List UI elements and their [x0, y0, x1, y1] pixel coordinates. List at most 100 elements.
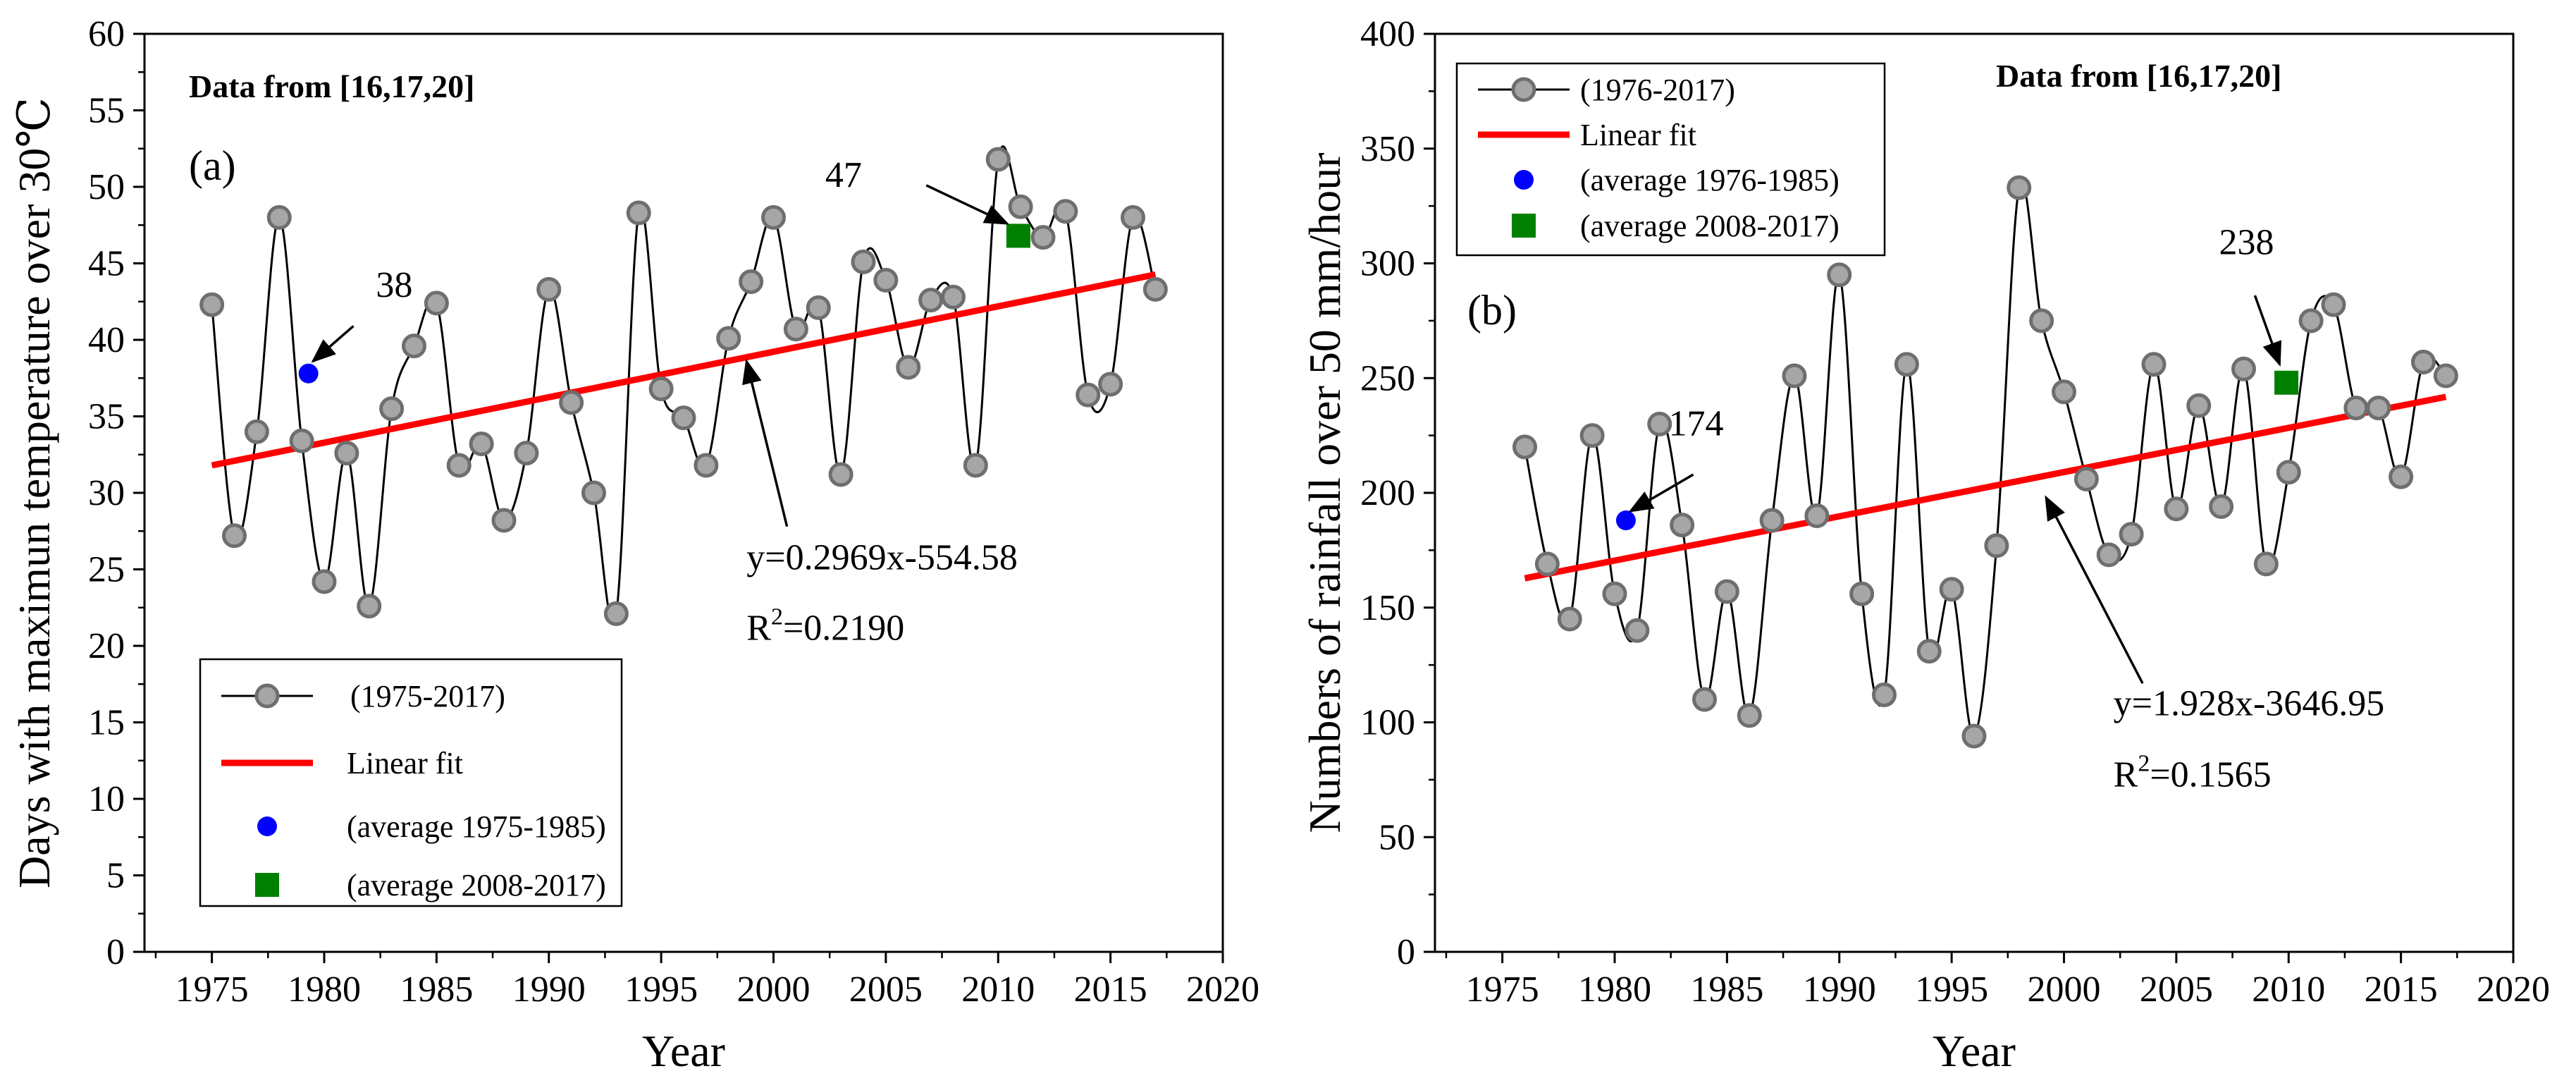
legend-label-observed: (1976-2017) [1580, 73, 1735, 107]
y-tick-label: 35 [88, 397, 125, 437]
average-point-recent [2274, 370, 2299, 395]
data-point [1872, 682, 1897, 707]
y-tick-label: 300 [1360, 244, 1415, 284]
x-tick-label: 1975 [1466, 969, 1539, 1010]
x-tick-label: 1995 [1915, 969, 1988, 1010]
data-point [2029, 308, 2054, 334]
data-point [491, 508, 517, 533]
data-point [1670, 513, 1695, 538]
linear-fit-line [211, 271, 1157, 469]
data-point [357, 594, 382, 619]
y-axis-title: Days with maximun temperature over 30℃ [9, 97, 59, 888]
y-tick-label: 400 [1360, 14, 1415, 54]
series-line-observed [1524, 180, 2447, 738]
data-point [1804, 503, 1830, 529]
x-tick-label: 2020 [1186, 969, 1259, 1010]
chart-panel-b: 1975 1980 1985 1990 1995 2000 2005 2010 2015 2020… [1300, 14, 2550, 1076]
x-tick-label: 2000 [737, 969, 811, 1010]
data-point [716, 326, 741, 351]
data-point [289, 428, 314, 453]
data-point [1557, 606, 1582, 632]
data-point [2119, 522, 2144, 547]
r-squared-text: R2=0.1565 [2114, 751, 2272, 795]
data-point [806, 295, 831, 320]
r-squared-superscript: 2 [771, 604, 783, 630]
annotation-text: 174 [1669, 404, 1724, 444]
data-point [1602, 581, 1627, 606]
data-point [1714, 579, 1739, 604]
data-source-note: Data from [16,17,20] [1996, 58, 2281, 94]
y-tick-label: 200 [1360, 473, 1415, 513]
data-point [2096, 542, 2121, 568]
data-point [1849, 581, 1875, 606]
legend-marker-observed [254, 683, 280, 709]
data-point [694, 453, 719, 478]
y-tick-label: 15 [88, 703, 125, 743]
x-tick-label: 1985 [1690, 969, 1763, 1010]
y-tick-label: 10 [88, 779, 125, 819]
legend-label-average-recent: (average 2008-2017) [347, 868, 606, 902]
x-tick-label: 1985 [400, 969, 473, 1010]
x-axis-title: Year [642, 1026, 725, 1076]
data-point [828, 462, 853, 487]
x-tick-label: 1975 [175, 969, 249, 1010]
data-point [1961, 723, 1987, 749]
legend-label-average-early: (average 1976-1985) [1580, 163, 1839, 197]
annotation-arrow [2045, 495, 2144, 684]
data-point [1534, 551, 1560, 577]
r-squared-symbol: R [746, 608, 771, 648]
y-tick-label: 100 [1360, 703, 1415, 743]
legend-label-fit: Linear fit [1580, 118, 1696, 152]
data-point [2298, 308, 2324, 334]
panel-tag: (a) [189, 142, 236, 189]
annotation-text: y=1.928x-3646.95 [2114, 684, 2385, 724]
data-point [2209, 494, 2234, 520]
data-point [2141, 352, 2167, 377]
y-tick-label: 0 [1397, 932, 1415, 972]
data-point [1579, 423, 1605, 448]
legend-label-average-recent: (average 2008-2017) [1580, 209, 1839, 243]
y-tick-label: 30 [88, 473, 125, 513]
data-point [1076, 382, 1101, 408]
data-point [2073, 466, 2099, 491]
x-tick-label: 2010 [2252, 969, 2325, 1010]
data-source-note: Data from [16,17,20] [189, 68, 474, 104]
data-point [1647, 411, 1672, 436]
x-tick-label: 2005 [2140, 969, 2213, 1010]
data-point [1053, 199, 1078, 224]
legend-marker-observed [1511, 77, 1536, 102]
y-tick-label: 60 [88, 14, 125, 54]
x-tick-label: 2005 [849, 969, 923, 1010]
data-point [1782, 363, 1807, 388]
average-point-recent [1006, 224, 1030, 248]
data-point [851, 249, 876, 274]
r-squared-superscript: 2 [2138, 751, 2150, 777]
data-point [379, 396, 405, 422]
data-point [199, 292, 225, 317]
x-axis-title: Year [1933, 1026, 2016, 1076]
data-point [536, 276, 562, 302]
x-tick-label: 2000 [2028, 969, 2101, 1010]
data-point [469, 432, 494, 457]
x-tick-label: 1990 [512, 969, 586, 1010]
x-tick-label: 2020 [2477, 969, 2550, 1010]
annotation-text: 238 [2219, 222, 2274, 262]
data-point [2253, 551, 2279, 577]
data-point [2276, 460, 2301, 485]
x-tick-label: 2015 [2365, 969, 2438, 1010]
y-tick-label: 0 [106, 932, 125, 972]
data-point [761, 204, 786, 230]
data-point [2411, 349, 2436, 374]
legend-marker-average-early [1514, 170, 1534, 190]
panel-tag: (b) [1467, 287, 1517, 334]
data-point [312, 569, 337, 594]
y-tick-label: 40 [88, 320, 125, 360]
annotation-text: y=0.2969x-554.58 [746, 538, 1018, 578]
data-point [2052, 379, 2076, 405]
data-point [603, 601, 629, 626]
x-tick-label: 2010 [961, 969, 1035, 1010]
x-tick-label: 1980 [288, 969, 361, 1010]
data-point [1030, 225, 1056, 250]
y-axis-title: Numbers of rainfall over 50 mm/hour [1300, 152, 1350, 833]
